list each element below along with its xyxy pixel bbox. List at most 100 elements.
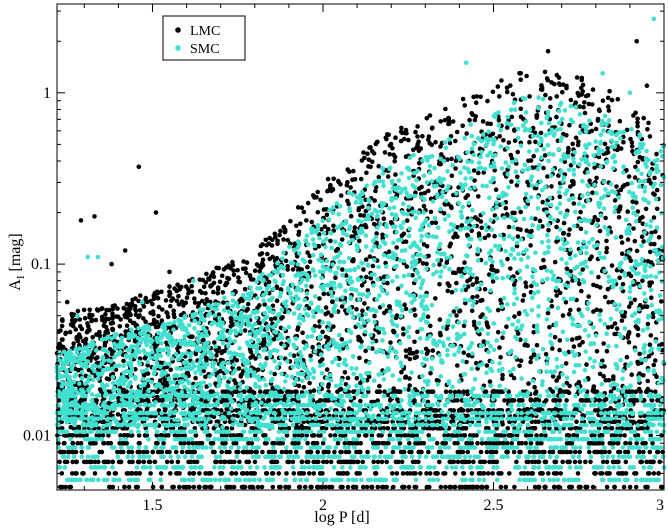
- data-point-lmc: [296, 440, 301, 446]
- data-point-lmc: [577, 459, 583, 465]
- data-point-lmc: [399, 433, 404, 438]
- data-point-lmc: [610, 440, 616, 446]
- data-point-lmc: [209, 273, 214, 279]
- data-point-smc: [566, 477, 572, 483]
- data-point-lmc: [511, 398, 517, 403]
- data-point-lmc: [540, 471, 545, 476]
- data-point-lmc: [655, 449, 660, 455]
- data-point-lmc: [193, 375, 198, 381]
- data-point-lmc: [528, 433, 534, 438]
- data-point-lmc: [552, 259, 558, 265]
- data-point-lmc: [62, 449, 67, 455]
- data-point-lmc: [248, 355, 253, 360]
- data-point-lmc: [519, 471, 524, 476]
- data-point-lmc: [495, 307, 501, 313]
- data-point-smc: [171, 445, 177, 450]
- data-point-lmc: [150, 484, 156, 490]
- data-point-lmc: [509, 179, 514, 184]
- data-point-smc: [208, 445, 214, 450]
- data-point-lmc: [561, 220, 567, 226]
- data-point-lmc: [564, 266, 570, 272]
- data-point-lmc: [403, 354, 409, 359]
- data-point-lmc: [324, 212, 330, 218]
- data-point-lmc: [388, 340, 393, 345]
- data-point-lmc: [60, 337, 65, 342]
- data-point-lmc: [645, 386, 651, 392]
- data-point-lmc: [518, 227, 523, 232]
- data-point-lmc: [296, 383, 302, 389]
- data-point-lmc: [276, 471, 282, 476]
- data-point-lmc: [317, 324, 322, 329]
- data-point-lmc: [178, 440, 184, 446]
- data-point-lmc: [159, 318, 165, 323]
- data-point-lmc: [503, 484, 509, 490]
- data-point-lmc: [590, 190, 595, 195]
- data-point-lmc: [152, 459, 158, 465]
- data-point-lmc: [410, 273, 415, 278]
- data-point-smc: [467, 454, 473, 460]
- data-point-lmc: [590, 102, 595, 107]
- data-point-lmc: [582, 100, 587, 105]
- data-point-lmc: [479, 440, 485, 446]
- data-point-lmc: [354, 307, 359, 312]
- data-point-smc: [286, 454, 291, 460]
- data-point-smc: [377, 454, 383, 460]
- data-point-smc: [540, 477, 546, 483]
- data-point-lmc: [345, 198, 350, 204]
- data-point-lmc: [158, 471, 164, 476]
- data-point-lmc: [652, 192, 657, 197]
- data-point-smc: [320, 454, 325, 460]
- data-point-lmc: [549, 184, 554, 189]
- data-point-lmc: [499, 78, 504, 83]
- data-point-lmc: [75, 440, 81, 446]
- data-point-lmc: [659, 299, 664, 304]
- data-point-lmc: [554, 94, 560, 99]
- data-point-lmc: [606, 299, 611, 305]
- data-point-smc: [222, 445, 227, 450]
- data-point-lmc: [427, 471, 433, 476]
- data-point-lmc: [609, 263, 615, 268]
- data-point-lmc: [651, 471, 657, 476]
- data-point-lmc: [484, 449, 490, 455]
- data-point-lmc: [561, 230, 566, 236]
- data-point-lmc: [471, 459, 476, 465]
- data-point-lmc: [627, 440, 633, 446]
- data-point-lmc: [414, 433, 420, 438]
- data-point-smc: [96, 477, 101, 483]
- data-point-lmc: [358, 440, 364, 446]
- data-point-lmc: [59, 471, 65, 476]
- data-point-lmc: [110, 426, 115, 431]
- data-point-lmc: [224, 426, 230, 431]
- data-point-lmc: [475, 484, 481, 490]
- data-point-lmc: [331, 176, 337, 182]
- data-point-lmc: [525, 426, 531, 431]
- data-point-lmc: [594, 175, 599, 181]
- data-point-lmc: [144, 433, 150, 438]
- data-point-smc: [193, 465, 198, 470]
- data-point-lmc: [647, 471, 652, 476]
- data-point-lmc: [471, 433, 476, 438]
- data-point-lmc: [641, 449, 646, 455]
- data-point-lmc: [557, 347, 562, 353]
- data-point-lmc: [384, 459, 390, 465]
- data-point-lmc: [524, 228, 529, 233]
- data-point-lmc: [122, 313, 127, 318]
- data-point-lmc: [564, 133, 569, 138]
- data-point-lmc: [143, 295, 149, 301]
- data-point-lmc: [629, 372, 634, 378]
- data-point-lmc: [62, 440, 67, 446]
- data-point-lmc: [612, 433, 618, 438]
- data-point-smc: [588, 454, 594, 460]
- data-point-lmc: [406, 137, 411, 143]
- data-point-lmc: [400, 449, 405, 455]
- data-point-lmc: [553, 398, 559, 403]
- data-point-smc: [591, 465, 597, 470]
- data-point-lmc: [356, 433, 362, 438]
- data-point-lmc: [173, 449, 179, 455]
- data-point-lmc: [644, 304, 650, 310]
- data-point-smc: [236, 445, 241, 450]
- data-point-lmc: [254, 449, 259, 455]
- data-point-lmc: [509, 114, 515, 120]
- data-point-lmc: [339, 433, 345, 438]
- data-point-smc: [638, 477, 644, 483]
